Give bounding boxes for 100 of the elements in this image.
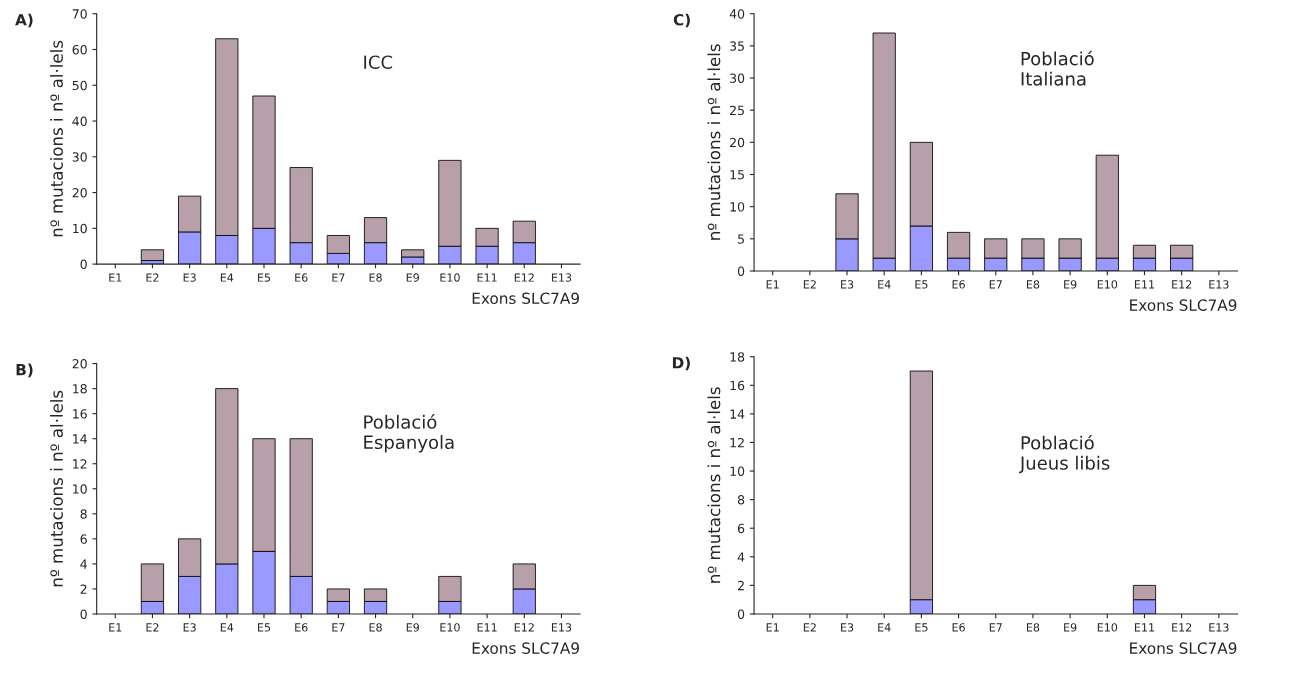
y-tick-label: 10 — [73, 223, 87, 234]
x-tick-label: E10 — [440, 623, 460, 632]
x-tick-label: E11 — [477, 623, 497, 632]
x-tick-label: E2 — [803, 280, 816, 289]
annotation: Població Jueus libis — [1018, 434, 1110, 474]
x-tick-label: E6 — [295, 273, 308, 282]
chart-title: B) — [16, 363, 33, 378]
x-tick-label: E12 — [514, 623, 534, 632]
x-tick-label: E13 — [1209, 623, 1229, 632]
y-tick-label: 6 — [80, 534, 87, 544]
y-tick-label: 40 — [729, 9, 745, 19]
x-axis-title: Exons SLC7A9 — [472, 292, 579, 305]
chart-title: C) — [673, 13, 690, 28]
y-tick-label: 12 — [730, 437, 744, 448]
y-tick-label: 4 — [737, 552, 745, 562]
x-tick-label: E6 — [952, 623, 965, 632]
y-tick-label: 20 — [72, 359, 87, 369]
y-tick-label: 14 — [73, 434, 87, 444]
x-tick-label: E2 — [146, 273, 159, 282]
y-tick-label: 0 — [737, 609, 745, 619]
x-tick-label: E11 — [477, 273, 497, 282]
x-tick-label: E8 — [1026, 623, 1040, 632]
y-tick-label: 30 — [72, 152, 87, 162]
x-tick-label: E6 — [952, 280, 965, 289]
y-tick-label: 18 — [730, 352, 745, 362]
y-tick-label: 15 — [730, 170, 744, 180]
x-tick-label: E3 — [183, 623, 196, 632]
x-tick-label: E5 — [258, 273, 271, 282]
x-tick-label: E4 — [220, 273, 234, 282]
x-tick-label: E11 — [1134, 280, 1155, 289]
y-tick-label: 10 — [730, 466, 745, 476]
y-tick-label: 8 — [737, 495, 745, 505]
y-axis-title: nº mutacions i nº al·lels — [50, 40, 63, 237]
y-tick-label: 16 — [73, 409, 87, 419]
y-axis-title: nº mutacions i nº al·lels — [707, 44, 721, 240]
y-tick-label: 0 — [737, 266, 745, 276]
x-tick-label: E1 — [766, 280, 779, 289]
y-tick-label: 14 — [730, 409, 745, 419]
x-tick-label: E5 — [915, 623, 928, 632]
x-tick-label: E1 — [766, 623, 779, 632]
y-tick-label: 25 — [730, 105, 744, 116]
chart-title: A) — [15, 13, 33, 28]
x-tick-label: E4 — [878, 623, 891, 632]
x-tick-label: E13 — [551, 623, 572, 632]
x-tick-label: E8 — [369, 273, 382, 282]
y-tick-label: 0 — [80, 609, 87, 619]
y-tick-label: 50 — [72, 80, 87, 91]
y-tick-label: 16 — [730, 380, 745, 391]
annotation: ICC — [364, 55, 393, 70]
y-tick-label: 2 — [738, 580, 744, 591]
x-tick-label: E12 — [1172, 623, 1192, 632]
x-tick-label: E9 — [1064, 280, 1077, 289]
y-tick-label: 60 — [72, 44, 87, 55]
y-tick-label: 10 — [730, 202, 745, 212]
y-axis-title: nº mutacions i nº al·lels — [707, 387, 721, 583]
x-tick-label: E1 — [109, 623, 122, 632]
x-tick-label: E9 — [406, 623, 419, 632]
x-tick-label: E11 — [1134, 623, 1155, 632]
y-tick-label: 2 — [80, 584, 87, 594]
x-tick-label: E5 — [258, 623, 271, 632]
x-tick-label: E4 — [878, 280, 891, 289]
y-tick-label: 10 — [73, 484, 87, 494]
x-tick-label: E13 — [1209, 280, 1229, 289]
y-tick-label: 8 — [80, 509, 87, 519]
x-tick-label: E7 — [332, 273, 345, 282]
y-tick-label: 20 — [730, 137, 745, 148]
x-axis-title: Exons SLC7A9 — [472, 642, 579, 654]
y-tick-label: 35 — [730, 41, 744, 51]
y-tick-label: 12 — [73, 459, 87, 469]
x-tick-label: E7 — [989, 623, 1002, 632]
x-tick-label: E3 — [841, 623, 854, 632]
y-tick-label: 40 — [72, 116, 87, 126]
x-tick-label: E12 — [1172, 280, 1192, 289]
y-tick-label: 6 — [737, 523, 745, 534]
x-tick-label: E8 — [369, 623, 382, 632]
y-tick-label: 30 — [730, 73, 745, 83]
x-tick-label: E7 — [989, 280, 1002, 289]
chart-title: D) — [672, 356, 690, 371]
annotation: Població Italiana — [1021, 50, 1094, 86]
x-tick-label: E2 — [803, 623, 816, 632]
x-tick-label: E9 — [406, 273, 419, 282]
x-tick-label: E13 — [551, 273, 572, 282]
y-tick-label: 5 — [738, 234, 744, 244]
annotation: Població Espanyola — [364, 414, 454, 453]
x-tick-label: E3 — [183, 273, 196, 282]
x-tick-label: E5 — [915, 280, 928, 289]
x-tick-label: E10 — [440, 273, 460, 282]
x-tick-label: E7 — [332, 623, 345, 632]
x-tick-label: E1 — [109, 273, 122, 282]
x-axis-title: Exons SLC7A9 — [1130, 299, 1237, 311]
y-tick-label: 4 — [80, 559, 87, 569]
x-tick-label: E10 — [1097, 280, 1118, 289]
x-tick-label: E10 — [1097, 623, 1118, 632]
x-tick-label: E4 — [220, 623, 234, 632]
y-tick-label: 18 — [73, 384, 87, 394]
x-tick-label: E3 — [841, 280, 854, 289]
x-tick-label: E8 — [1026, 280, 1040, 289]
x-tick-label: E2 — [146, 623, 159, 632]
x-tick-label: E9 — [1064, 623, 1077, 632]
y-tick-label: 70 — [72, 9, 87, 19]
